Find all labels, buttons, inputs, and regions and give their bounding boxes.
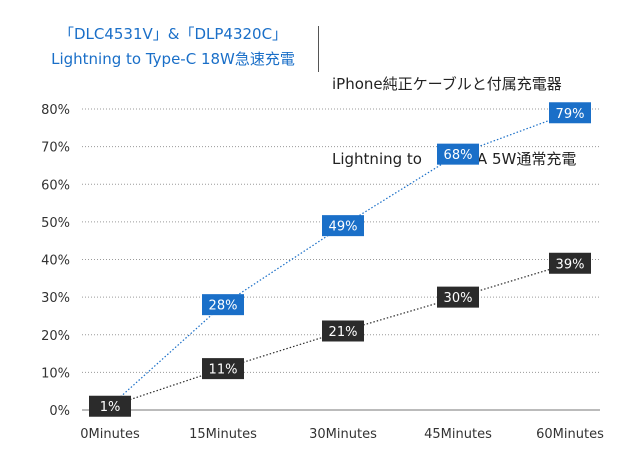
series-2-data-label: 1% — [100, 400, 121, 415]
legend-divider — [318, 26, 319, 72]
y-tick-label: 30% — [41, 291, 70, 306]
series-1-point — [202, 294, 244, 316]
series-2-line — [109, 262, 571, 407]
series-1-data-label: 79% — [556, 107, 585, 122]
legend-series-1-line1: 「DLC4531V」&「DLP4320C」 — [58, 25, 288, 43]
series-2-point — [89, 395, 131, 417]
series-2-data-label: 30% — [444, 291, 473, 306]
series-1-point — [322, 215, 364, 237]
series-1-data-label: 68% — [444, 148, 473, 163]
y-tick-label: 0% — [49, 404, 70, 419]
y-tick-label: 60% — [41, 178, 70, 193]
legend-series-1-line2: Lightning to Type-C 18W急速充電 — [51, 50, 295, 68]
series-1-data-label: 28% — [209, 299, 238, 314]
series-2-point — [202, 358, 244, 380]
x-tick-label: 30Minutes — [309, 427, 377, 442]
y-tick-label: 70% — [41, 141, 70, 156]
series-1-point — [437, 143, 479, 165]
series-1-data-label: 49% — [329, 220, 358, 235]
legend-series-1: 「DLC4531V」&「DLP4320C」 Lightning to Type-… — [28, 22, 318, 72]
series-2-data-label: 21% — [329, 325, 358, 340]
legend-series-2-line1: iPhone純正ケーブルと付属充電器 — [332, 75, 562, 93]
x-tick-label: 15Minutes — [189, 427, 257, 442]
y-tick-label: 20% — [41, 329, 70, 344]
series-1-point — [549, 102, 591, 124]
series-2-point — [549, 252, 591, 274]
series-2-data-label: 11% — [209, 363, 238, 378]
y-tick-label: 80% — [41, 103, 70, 118]
series-2-data-label: 39% — [556, 257, 585, 272]
x-tick-label: 60Minutes — [536, 427, 604, 442]
y-tick-label: 50% — [41, 216, 70, 231]
series-2-point — [322, 320, 364, 342]
y-tick-label: 10% — [41, 366, 70, 381]
x-tick-label: 45Minutes — [424, 427, 492, 442]
series-2-point — [437, 286, 479, 308]
y-tick-label: 40% — [41, 254, 70, 269]
x-tick-label: 0Minutes — [80, 427, 140, 442]
